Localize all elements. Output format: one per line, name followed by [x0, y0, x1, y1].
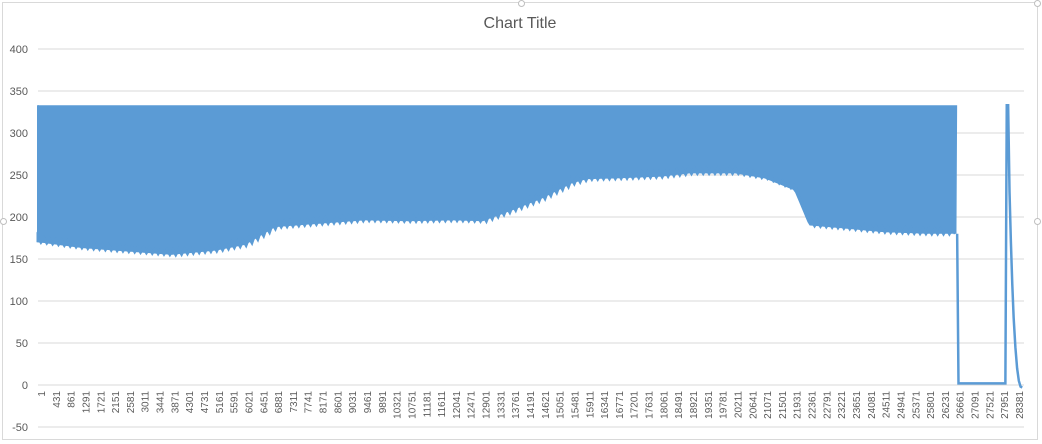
- x-tick-label: 861: [67, 391, 78, 408]
- x-tick-label: 9891: [378, 391, 389, 414]
- x-tick-label: 18921: [689, 391, 700, 419]
- y-tick-label: 300: [10, 128, 28, 140]
- x-tick-label: 20641: [748, 391, 759, 419]
- x-tick-label: 23651: [852, 391, 863, 419]
- x-tick-label: 431: [52, 391, 63, 408]
- x-tick-label: 5161: [215, 391, 226, 414]
- x-tick-label: 14621: [541, 391, 552, 419]
- x-tick-label: 2151: [111, 391, 122, 414]
- y-tick-label: 150: [10, 254, 28, 266]
- x-tick-label: 7741: [304, 391, 315, 414]
- x-tick-label: 25801: [926, 391, 937, 419]
- y-tick-label: 100: [10, 296, 28, 308]
- x-tick-label: 2581: [126, 391, 137, 414]
- x-tick-label: 20211: [733, 391, 744, 419]
- y-tick-label: 200: [10, 212, 28, 224]
- x-tick-label: 6021: [244, 391, 255, 414]
- x-tick-label: 8601: [333, 391, 344, 414]
- x-tick-label: 10751: [407, 391, 418, 419]
- x-tick-label: 4301: [185, 391, 196, 414]
- x-tick-label: 22791: [822, 391, 833, 419]
- x-tick-label: 8171: [319, 391, 330, 414]
- x-tick-label: 9461: [363, 391, 374, 414]
- x-tick-label: 1: [37, 391, 48, 397]
- x-tick-label: 9031: [348, 391, 359, 414]
- x-tick-label: 18491: [674, 391, 685, 419]
- series-area: [38, 105, 958, 255]
- x-tick-label: 15481: [570, 391, 581, 419]
- x-tick-label: 15051: [556, 391, 567, 419]
- x-tick-label: 6451: [259, 391, 270, 414]
- x-tick-label: 24941: [896, 391, 907, 419]
- x-tick-label: 11611: [437, 391, 448, 418]
- x-tick-label: 17631: [645, 391, 656, 419]
- x-tick-label: 26661: [956, 391, 967, 419]
- x-tick-label: 12901: [482, 391, 493, 419]
- resize-handle-left[interactable]: [0, 218, 7, 225]
- x-tick-label: 22361: [808, 391, 819, 419]
- chart-title: Chart Title: [484, 15, 557, 32]
- x-tick-label: 25371: [911, 391, 922, 419]
- resize-handle-right[interactable]: [1034, 218, 1041, 225]
- x-tick-label: 15911: [585, 391, 596, 419]
- series-tail-line: [955, 104, 1023, 389]
- x-tick-label: 26231: [941, 391, 952, 419]
- x-tick-label: 19781: [719, 391, 730, 419]
- y-tick-label: 350: [10, 86, 28, 98]
- x-tick-label: 21931: [793, 391, 804, 419]
- series-lower-edge: [36, 165, 957, 258]
- y-tick-label: 400: [10, 44, 28, 56]
- x-tick-label: 27521: [985, 391, 996, 419]
- x-tick-label: 14191: [526, 391, 537, 419]
- x-tick-label: 24081: [867, 391, 878, 419]
- x-tick-label: 13761: [511, 391, 522, 419]
- x-tick-label: 12041: [452, 391, 463, 419]
- x-tick-label: 16771: [615, 391, 626, 419]
- x-tick-label: 27091: [971, 391, 982, 419]
- x-tick-label: 3871: [170, 391, 181, 414]
- x-tick-label: 21501: [778, 391, 789, 419]
- x-tick-label: 27951: [1000, 391, 1011, 419]
- x-tick-label: 28381: [1015, 391, 1026, 419]
- resize-handle-top-right[interactable]: [1034, 0, 1041, 7]
- x-tick-label: 18061: [659, 391, 670, 419]
- resize-handle-top[interactable]: [518, 0, 525, 7]
- x-tick-label: 19351: [704, 391, 715, 419]
- y-tick-label: 0: [22, 380, 28, 392]
- y-tick-label: -50: [12, 422, 28, 434]
- y-tick-label: 250: [10, 170, 28, 182]
- x-tick-label: 1291: [81, 391, 92, 414]
- x-tick-label: 23221: [837, 391, 848, 419]
- x-tick-label: 1721: [96, 391, 107, 414]
- x-tick-label: 11181: [422, 391, 433, 418]
- x-tick-label: 13331: [496, 391, 507, 419]
- x-tick-label: 16341: [600, 391, 611, 419]
- x-tick-label: 12471: [467, 391, 478, 419]
- x-tick-label: 3441: [156, 391, 167, 414]
- x-tick-label: 10321: [393, 391, 404, 419]
- x-tick-label: 3011: [141, 391, 152, 413]
- x-tick-label: 6881: [274, 391, 285, 414]
- x-tick-label: 4731: [200, 391, 211, 414]
- x-tick-label: 17201: [630, 391, 641, 419]
- x-tick-label: 24511: [882, 391, 893, 419]
- x-tick-label: 21071: [763, 391, 774, 419]
- y-tick-label: 50: [16, 338, 28, 350]
- x-tick-label: 7311: [289, 391, 300, 413]
- x-tick-label: 5591: [230, 391, 241, 414]
